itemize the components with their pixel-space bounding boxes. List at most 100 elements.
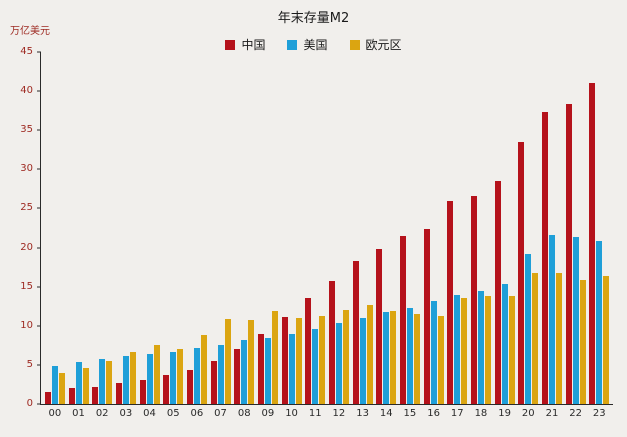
bar-usa-01 [75,361,82,404]
bar-group-09 [256,52,280,404]
x-tick-label-23: 23 [592,408,606,419]
bar-eurozone-21 [555,273,562,404]
bar-usa-16 [430,300,437,404]
y-tick-label-45: 45 [20,46,33,57]
bar-eurozone-03 [129,352,136,404]
bar-group-00 [43,52,67,404]
y-tick-label-10: 10 [20,319,33,331]
legend-swatch-eurozone [349,39,360,50]
x-tick-label-02: 02 [95,408,109,419]
y-tick-mark-20 [37,247,41,249]
bar-group-16 [422,52,446,404]
x-tick-label-09: 09 [261,408,275,419]
x-tick-label-16: 16 [427,408,440,419]
y-axis-unit-label: 万亿美元 [10,26,50,37]
x-tick-label-12: 12 [332,408,346,419]
bar-usa-08 [241,339,248,404]
bar-china-22 [565,104,572,404]
x-tick-label-05: 05 [166,408,180,419]
bar-group-07 [209,52,233,404]
y-tick-mark-30 [37,168,41,170]
bar-china-16 [423,228,430,404]
bar-eurozone-11 [319,316,326,404]
bar-usa-00 [51,365,58,404]
bar-eurozone-01 [82,368,89,404]
bar-china-02 [92,386,99,404]
bar-group-02 [90,52,114,404]
y-tick-label-15: 15 [20,280,33,292]
legend-swatch-usa [287,39,298,50]
bar-eurozone-20 [532,272,539,404]
bar-eurozone-08 [248,319,255,404]
bar-eurozone-14 [390,310,397,404]
bar-china-01 [68,388,75,404]
bar-group-17 [445,52,469,404]
bar-china-18 [470,195,477,404]
y-tick-mark-5 [37,364,41,366]
bar-group-21 [540,52,564,404]
x-tick-label-20: 20 [521,408,535,419]
bar-group-20 [516,52,540,404]
bar-china-17 [447,200,454,404]
y-tick-label-20: 20 [20,241,33,253]
bar-usa-05 [170,351,177,404]
bar-china-11 [305,298,312,404]
x-tick-label-01: 01 [72,408,85,419]
bar-china-10 [281,317,288,404]
legend-label-eurozone: 欧元区 [365,38,402,52]
x-tick-label-14: 14 [379,408,393,419]
legend-label-usa: 美国 [303,38,328,52]
bar-usa-17 [454,295,461,404]
y-tick-label-40: 40 [20,85,33,97]
bar-china-19 [494,181,501,404]
x-tick-label-10: 10 [285,408,298,419]
bar-china-04 [139,379,146,404]
bar-eurozone-15 [413,314,420,404]
bar-group-05 [161,52,185,404]
bar-usa-13 [359,317,366,404]
x-tick-label-22: 22 [569,408,582,419]
y-tick-label-0: 0 [26,398,33,409]
x-tick-label-19: 19 [498,408,511,419]
bar-group-04 [138,52,162,404]
bar-group-03 [114,52,138,404]
x-tick-label-03: 03 [119,408,133,419]
legend-item-usa: 美国 [287,36,328,53]
bar-usa-15 [406,307,413,404]
bar-china-23 [589,83,596,404]
bar-usa-06 [193,348,200,404]
bar-china-00 [44,391,51,404]
bar-usa-19 [501,284,508,404]
bar-group-01 [67,52,91,404]
bar-eurozone-06 [200,335,207,404]
x-tick-label-13: 13 [356,408,369,419]
bar-usa-07 [217,345,224,404]
legend-item-china: 中国 [225,36,265,53]
bar-eurozone-04 [153,344,160,404]
x-axis-labels: 00 01 02 03 04 05 06 07 08 09 10 11 12 13 14 15 16 17 18 19… [41,409,613,419]
y-tick-label-25: 25 [20,202,33,214]
bar-usa-20 [525,253,532,404]
bar-usa-12 [335,322,342,404]
bar-china-09 [257,334,264,404]
bar-china-03 [115,382,122,404]
y-tick-mark-45 [37,51,41,53]
y-tick-label-30: 30 [20,163,33,175]
plot-area: 00 01 02 03 04 05 06 07 08 09 10 11 12 13 14 15 16 17 18 19… [20,47,613,419]
bar-usa-18 [477,291,484,404]
bar-group-11 [303,52,327,404]
x-tick-label-08: 08 [237,408,251,419]
bar-usa-09 [264,337,271,404]
bar-china-08 [234,349,241,404]
bar-usa-23 [596,240,603,404]
bar-eurozone-13 [366,304,373,404]
bar-group-19 [493,52,517,404]
x-tick-label-21: 21 [545,408,559,419]
chart-title: 年末存量M2 [277,11,350,26]
bar-eurozone-07 [224,318,231,404]
bar-china-20 [518,141,525,404]
bar-eurozone-18 [484,296,491,404]
bar-china-05 [163,375,170,404]
bar-group-23 [587,52,611,404]
